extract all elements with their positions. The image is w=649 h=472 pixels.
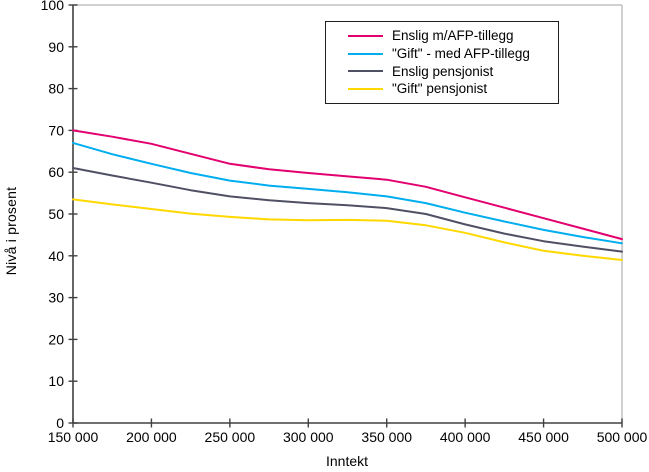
y-tick-label: 90 [48, 39, 64, 55]
legend-label: "Gift" - med AFP-tillegg [392, 45, 530, 61]
y-tick-label: 100 [41, 0, 65, 13]
legend-label: Enslig pensjonist [392, 63, 494, 79]
y-tick-label: 0 [56, 415, 64, 431]
y-tick-label: 80 [48, 81, 64, 97]
legend-line-swatch [348, 52, 383, 55]
series-line [72, 129, 623, 241]
x-tick-label: 500 000 [597, 429, 648, 445]
legend-item: Enslig pensjonist [348, 65, 558, 79]
legend: Enslig m/AFP-tillegg "Gift" - med AFP-til… [325, 21, 559, 104]
x-tick-label: 350 000 [361, 429, 412, 445]
legend-line-swatch [348, 34, 383, 37]
y-tick-label: 60 [48, 164, 64, 180]
y-axis-label: Nivå i prosent [3, 186, 19, 276]
legend-label: "Gift" pensjonist [392, 81, 488, 97]
y-tick-label: 40 [48, 248, 64, 264]
x-tick-label: 400 000 [440, 429, 491, 445]
legend-label: Enslig m/AFP-tillegg [392, 28, 514, 44]
x-axis-label: Inntekt [325, 453, 369, 469]
series-line [72, 198, 623, 261]
y-tick-label: 50 [48, 206, 64, 222]
x-tick-label: 450 000 [518, 429, 569, 445]
legend-item: "Gift" - med AFP-tillegg [348, 47, 558, 61]
legend-line-swatch [348, 88, 383, 90]
y-tick-label: 10 [48, 373, 64, 389]
y-tick-label: 30 [48, 290, 64, 306]
x-tick-label: 250 000 [205, 429, 256, 445]
y-tick-label: 70 [48, 122, 64, 138]
legend-item: Enslig m/AFP-tillegg [348, 29, 558, 43]
legend-item: "Gift" pensjonist [348, 82, 558, 96]
x-tick-label: 300 000 [283, 429, 334, 445]
series-line [72, 167, 623, 253]
x-tick-label: 200 000 [126, 429, 177, 445]
series-line [72, 141, 623, 245]
x-tick-label: 150 000 [48, 429, 99, 445]
legend-line-swatch [348, 70, 383, 73]
y-tick-label: 20 [48, 331, 64, 347]
